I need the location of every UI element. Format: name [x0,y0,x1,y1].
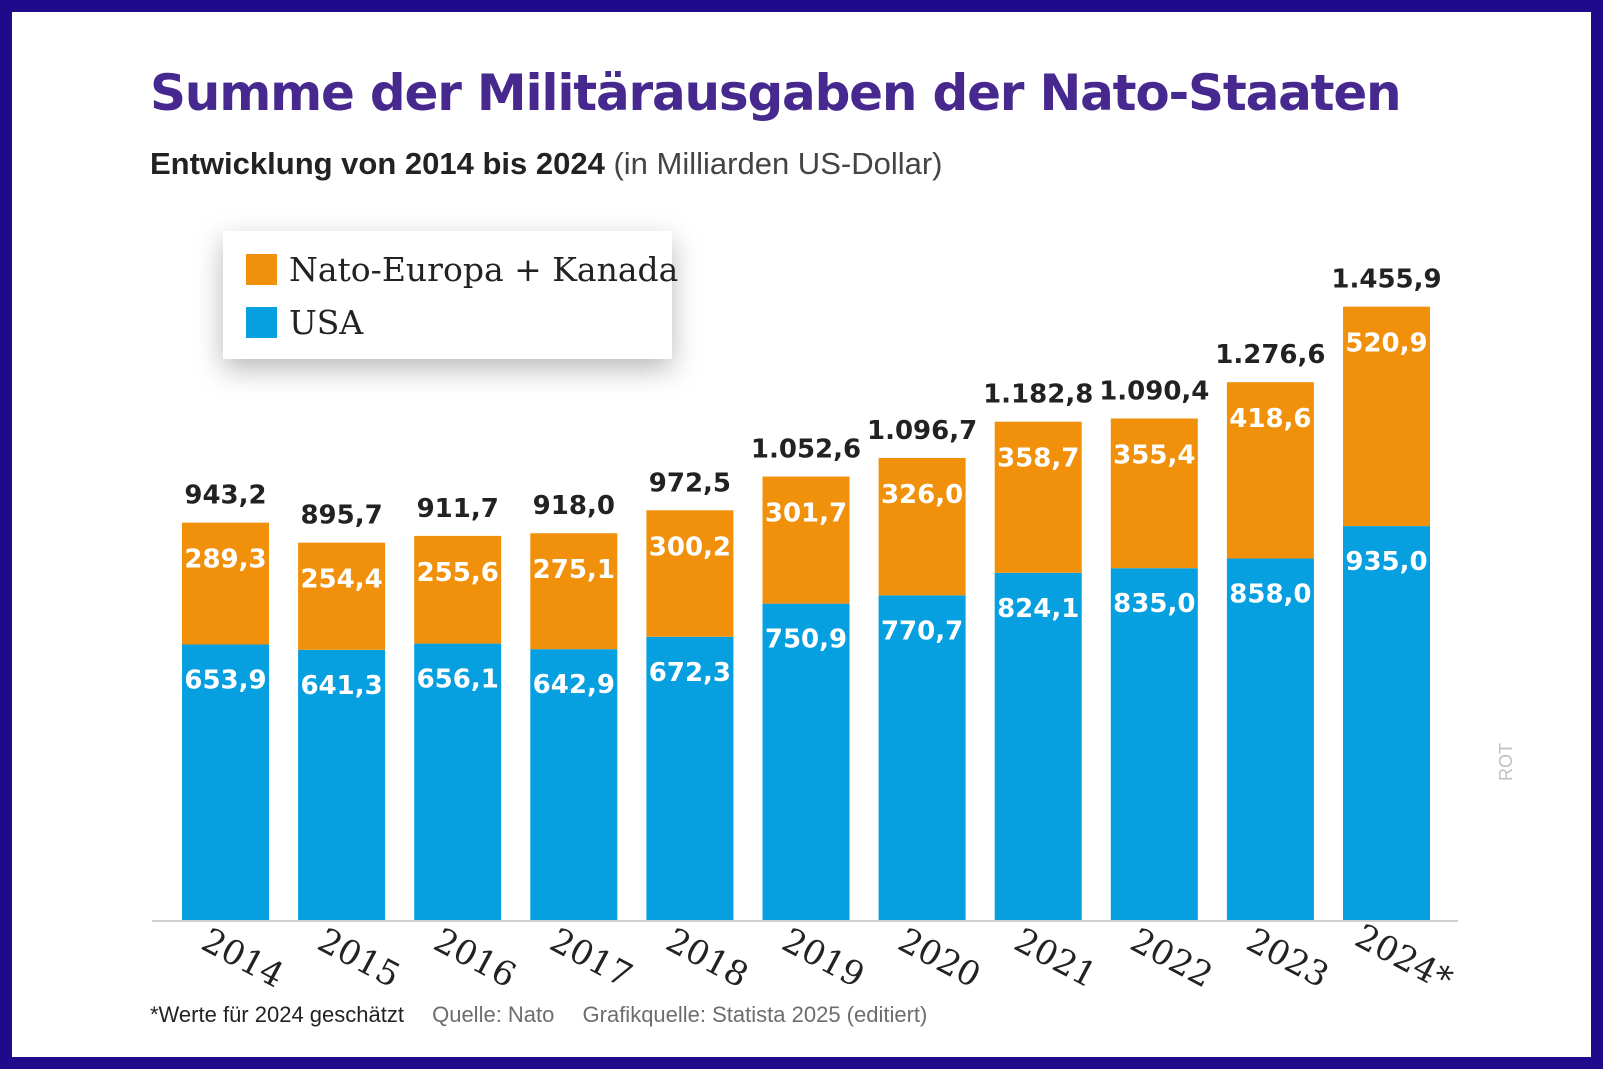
label-total-2022: 1.090,4 [1099,376,1209,406]
label-usa-2024: 935,0 [1345,547,1427,577]
label-europe-2020: 326,0 [881,480,963,510]
x-tick-2024: 2024* [1349,916,1459,1000]
label-total-2024: 1.455,9 [1331,265,1441,295]
label-usa-2021: 824,1 [997,594,1079,624]
label-usa-2019: 750,9 [765,625,847,655]
label-europe-2014: 289,3 [184,545,266,575]
label-europe-2024: 520,9 [1345,329,1427,359]
x-ticks-group: 2014 2015 2016 2017 2018 2019 2020 2021 2022 2023… [195,916,1459,1000]
bar-usa-2014 [182,644,269,920]
x-tick-2020: 2020 [892,920,987,996]
label-europe-2021: 358,7 [997,444,1079,474]
label-europe-2018: 300,2 [649,532,731,562]
label-usa-2018: 672,3 [649,658,731,688]
chart-subtitle: Entwicklung von 2014 bis 2024 (in Millia… [150,146,942,182]
label-total-2016: 911,7 [417,494,499,524]
source-note: Quelle: Nato [432,1002,555,1027]
label-total-2014: 943,2 [184,481,266,511]
legend: Nato-Europa + Kanada USA [223,231,678,359]
x-tick-2015: 2015 [311,920,406,996]
legend-label-europe: Nato-Europa + Kanada [289,250,678,289]
footnote-estimate: *Werte für 2024 geschätzt [150,1002,404,1027]
bar-usa-2016 [414,643,502,920]
bar-usa-2019 [762,603,850,920]
x-tick-2017: 2017 [543,920,638,996]
bar-usa-2022 [1110,568,1198,920]
bar-usa-2020 [878,595,966,920]
legend-swatch-europe [246,254,277,285]
label-total-2019: 1.052,6 [751,435,861,465]
label-europe-2017: 275,1 [533,555,615,585]
graphic-source-note: Grafikquelle: Statista 2025 (editiert) [582,1002,928,1027]
label-usa-2022: 835,0 [1113,589,1195,619]
bar-usa-2018 [646,636,734,920]
legend-box [223,231,672,359]
label-total-2023: 1.276,6 [1215,340,1325,370]
x-tick-2022: 2022 [1124,920,1219,996]
label-usa-2014: 653,9 [184,666,266,696]
bar-europe-2020 [878,457,966,596]
bar-usa-2021 [994,572,1082,920]
bar-usa-2015 [298,649,386,920]
chart-footer: *Werte für 2024 geschätzt Quelle: Nato G… [150,1002,949,1028]
label-total-2017: 918,0 [533,491,615,521]
bar-europe-2019 [762,476,850,604]
labels-group: 653,9 289,3 943,2 641,3 254,4 895,7 656,1 255,6… [184,265,1441,701]
label-usa-2017: 642,9 [533,670,615,700]
bar-europe-2023 [1226,382,1314,559]
bar-europe-2016 [414,535,502,644]
x-tick-2021: 2021 [1008,920,1103,996]
label-europe-2015: 254,4 [300,565,382,595]
label-europe-2022: 355,4 [1113,440,1195,470]
chart-title: Summe der Militärausgaben der Nato-Staat… [150,64,1402,122]
label-usa-2015: 641,3 [300,671,382,701]
x-tick-2023: 2023 [1240,920,1335,996]
label-total-2020: 1.096,7 [867,416,977,446]
bar-europe-2018 [646,510,734,637]
label-europe-2016: 255,6 [417,558,499,588]
subtitle-unit: (in Milliarden US-Dollar) [613,146,943,181]
label-usa-2016: 656,1 [417,665,499,695]
legend-swatch-usa [246,307,277,338]
label-total-2015: 895,7 [300,501,382,531]
legend-label-usa: USA [289,303,364,342]
bar-europe-2022 [1110,418,1198,569]
label-europe-2023: 418,6 [1229,404,1311,434]
label-total-2021: 1.182,8 [983,380,1093,410]
bar-europe-2015 [298,542,386,650]
bar-usa-2024 [1343,526,1430,920]
bar-usa-2023 [1226,558,1314,920]
bar-usa-2017 [530,649,618,920]
x-tick-2018: 2018 [659,920,754,996]
label-usa-2020: 770,7 [881,616,963,646]
label-europe-2019: 301,7 [765,499,847,529]
subtitle-main: Entwicklung von 2014 bis 2024 [150,146,605,181]
x-tick-2016: 2016 [427,920,522,996]
label-usa-2023: 858,0 [1229,580,1311,610]
bar-europe-2024 [1343,306,1430,527]
x-tick-2019: 2019 [776,920,871,996]
x-tick-2014: 2014 [195,920,290,996]
bars-group [182,306,1430,920]
watermark: ROT [1496,743,1516,781]
bar-europe-2017 [530,533,618,650]
label-total-2018: 972,5 [649,468,731,498]
bar-europe-2014 [182,522,269,645]
bar-europe-2021 [994,421,1082,573]
